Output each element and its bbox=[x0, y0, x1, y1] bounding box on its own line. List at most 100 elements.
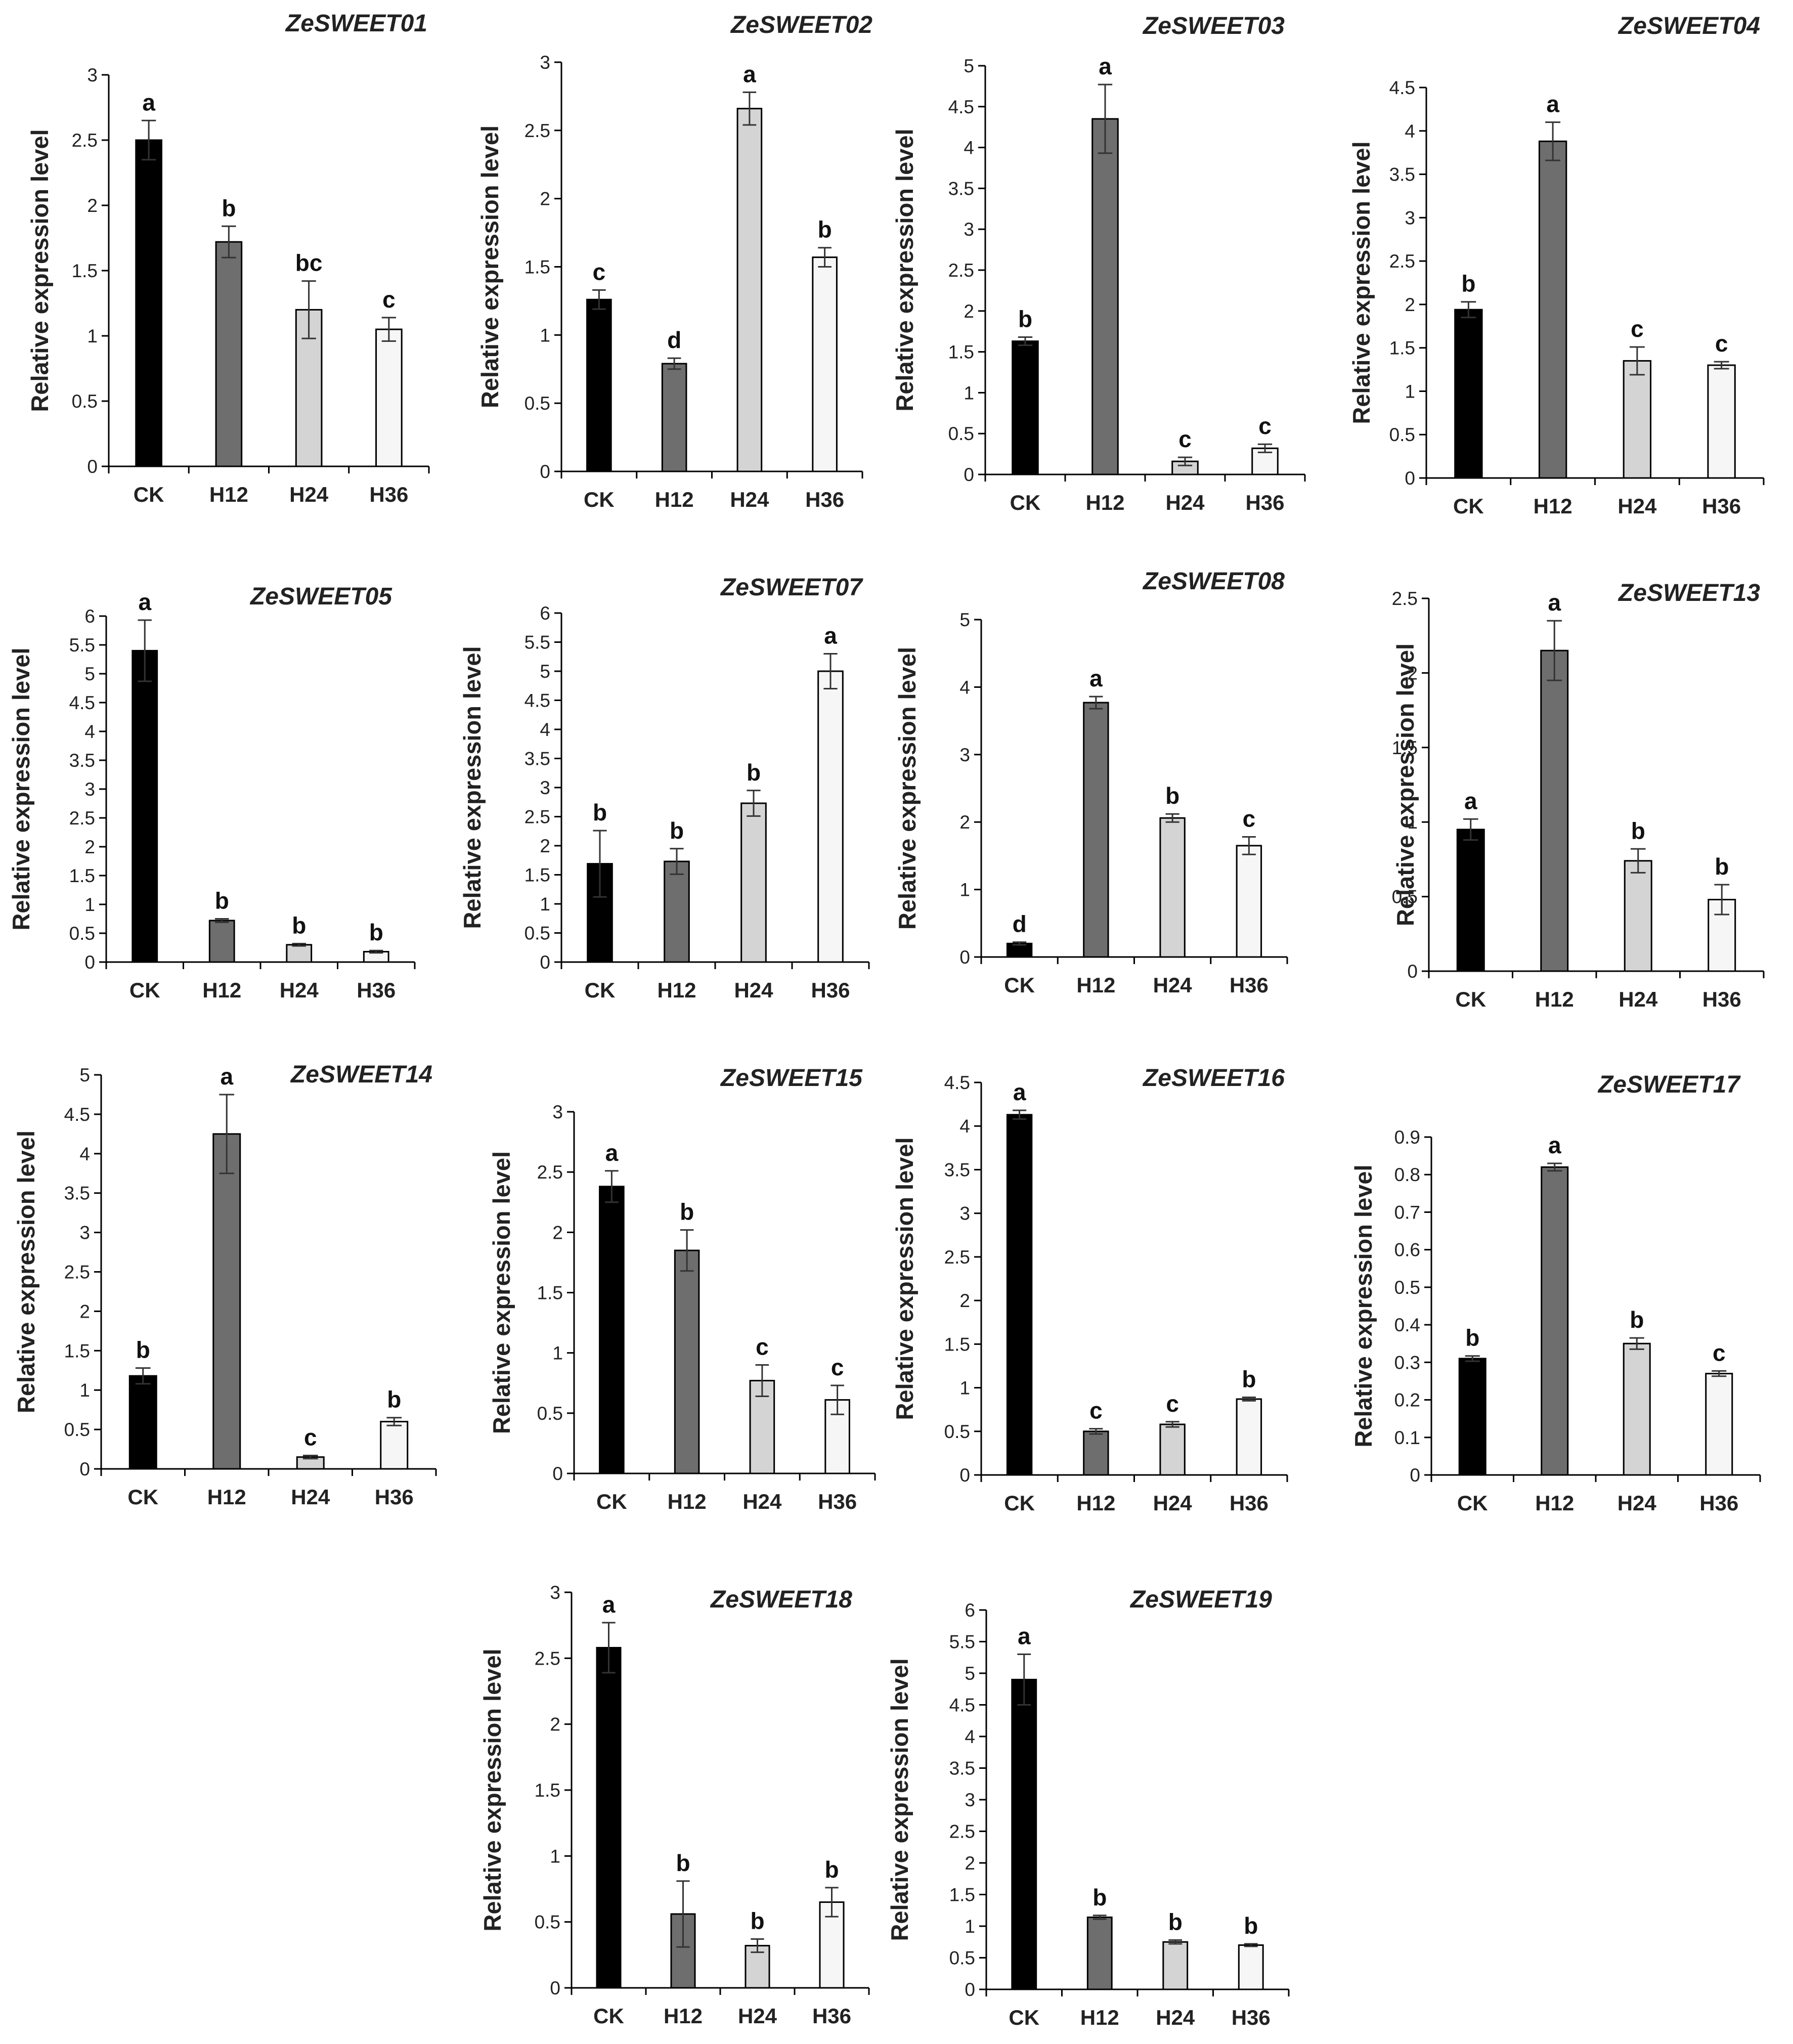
chart-title: ZeSWEET15 bbox=[720, 1065, 863, 1092]
significance-letter: a bbox=[1548, 1132, 1561, 1158]
significance-letter: bc bbox=[295, 250, 323, 276]
significance-letter: c bbox=[1166, 1390, 1179, 1417]
y-tick-label: 2.5 bbox=[1392, 588, 1418, 609]
bar-h12 bbox=[215, 241, 243, 467]
y-tick-label: 0.5 bbox=[1389, 424, 1415, 445]
y-tick-label: 2 bbox=[959, 812, 970, 833]
y-tick-label: 5 bbox=[965, 1663, 975, 1684]
x-tick-label: H36 bbox=[375, 1485, 414, 1509]
significance-letter: b bbox=[1630, 1307, 1644, 1333]
significance-letter: b bbox=[1631, 817, 1645, 844]
significance-letter: a bbox=[1089, 665, 1103, 691]
chart-panel: 0 0.1 0.2 0.3 0.4 0.5 0.6 0.7 0.8 0.9 b CK a H12 b H24 c… bbox=[1350, 1071, 1761, 1515]
y-tick-label: 1 bbox=[964, 382, 974, 403]
y-tick-label: 2.5 bbox=[72, 130, 98, 151]
chart-panel: 0 0.5 1 1.5 2 2.5 3 c CK d H12 a H24 b H36 ZeSWEET02 Rel… bbox=[476, 12, 872, 511]
y-tick-label: 5.5 bbox=[524, 632, 550, 653]
x-tick-label: H24 bbox=[291, 1485, 330, 1509]
bar-h24 bbox=[736, 108, 763, 472]
significance-letter: a bbox=[1013, 1079, 1026, 1105]
y-tick-label: 3.5 bbox=[69, 750, 95, 771]
significance-letter: b bbox=[215, 888, 229, 914]
x-tick-label: CK bbox=[1457, 1491, 1488, 1515]
bar-ck bbox=[1011, 1679, 1037, 1990]
chart-title: ZeSWEET04 bbox=[1617, 13, 1760, 39]
y-tick-label: 0 bbox=[552, 1463, 563, 1484]
x-tick-label: CK bbox=[1004, 973, 1035, 997]
y-tick-label: 4 bbox=[540, 719, 550, 740]
significance-letter: c bbox=[1715, 330, 1728, 357]
x-tick-label: H24 bbox=[1156, 2006, 1195, 2029]
y-tick-label: 0 bbox=[87, 456, 98, 477]
y-tick-label: 5 bbox=[79, 1065, 90, 1085]
y-tick-label: 0 bbox=[550, 1978, 560, 1998]
bar-ck bbox=[135, 139, 162, 467]
chart-panel: 0 0.5 1 1.5 2 2.5 3 3.5 4 4.5 5 b CK a H12 c H24 c H36 ZeSW… bbox=[891, 13, 1306, 514]
y-tick-label: 0.5 bbox=[948, 423, 974, 444]
y-tick-label: 4 bbox=[79, 1144, 90, 1164]
y-tick-label: 5 bbox=[964, 56, 974, 76]
bar-h36 bbox=[817, 670, 844, 963]
y-tick-label: 0.5 bbox=[537, 1403, 563, 1424]
y-tick-label: 3.5 bbox=[524, 749, 550, 769]
x-tick-label: H12 bbox=[664, 2004, 703, 2028]
significance-letter: b bbox=[818, 216, 832, 243]
y-tick-label: 2 bbox=[550, 1714, 560, 1735]
x-tick-label: CK bbox=[593, 2004, 624, 2028]
bar-ck bbox=[132, 649, 158, 963]
significance-letter: b bbox=[136, 1337, 150, 1363]
y-tick-label: 2.5 bbox=[64, 1262, 90, 1283]
x-tick-label: CK bbox=[585, 978, 616, 1002]
significance-letter: b bbox=[1465, 1325, 1479, 1351]
y-tick-label: 1 bbox=[550, 1846, 560, 1866]
y-tick-label: 2.5 bbox=[535, 1648, 560, 1669]
significance-letter: c bbox=[304, 1424, 317, 1451]
x-tick-label: H12 bbox=[202, 978, 241, 1002]
x-tick-label: H24 bbox=[1153, 1491, 1193, 1515]
x-tick-label: H36 bbox=[1230, 973, 1269, 997]
y-tick-label: 3 bbox=[84, 779, 95, 800]
significance-letter: a bbox=[138, 589, 151, 615]
significance-letter: c bbox=[831, 1354, 844, 1380]
significance-letter: c bbox=[1713, 1339, 1726, 1366]
y-tick-label: 1 bbox=[959, 880, 970, 900]
significance-letter: b bbox=[670, 817, 684, 844]
bar-h12 bbox=[1091, 118, 1119, 475]
significance-letter: a bbox=[1099, 53, 1112, 79]
chart-title: ZeSWEET19 bbox=[1129, 1586, 1272, 1613]
chart-panel: 0 0.5 1 1.5 2 2.5 3 3.5 4 4.5 5 5.5 6 b CK b H12 b H24 a H36… bbox=[459, 574, 870, 1002]
y-tick-label: 3 bbox=[959, 745, 970, 765]
bar-h24 bbox=[1623, 360, 1652, 479]
significance-letter: b bbox=[676, 1850, 690, 1876]
bar-h36 bbox=[380, 1421, 409, 1470]
y-tick-label: 6 bbox=[965, 1600, 975, 1621]
bar-h36 bbox=[375, 328, 403, 467]
x-tick-label: H36 bbox=[1702, 494, 1741, 518]
y-tick-label: 5.5 bbox=[949, 1632, 975, 1652]
y-tick-label: 2.5 bbox=[524, 807, 550, 828]
chart-title: ZeSWEET13 bbox=[1617, 580, 1760, 606]
bar-h24 bbox=[1162, 1941, 1189, 1990]
y-tick-label: 0.5 bbox=[949, 1948, 975, 1969]
x-tick-label: H36 bbox=[805, 488, 844, 511]
y-tick-label: 1.5 bbox=[944, 1334, 970, 1355]
y-tick-label: 1 bbox=[87, 326, 98, 346]
x-tick-label: H12 bbox=[1534, 494, 1572, 518]
y-tick-label: 0.5 bbox=[524, 923, 550, 944]
y-tick-label: 1.5 bbox=[948, 342, 974, 363]
y-tick-label: 2.5 bbox=[1389, 251, 1415, 272]
y-tick-label: 3.5 bbox=[1389, 164, 1415, 185]
x-tick-label: H36 bbox=[1702, 987, 1741, 1011]
y-tick-label: 0 bbox=[1405, 468, 1415, 489]
y-tick-label: 0 bbox=[965, 1979, 975, 2000]
x-tick-label: H24 bbox=[738, 2004, 777, 2028]
y-tick-label: 0 bbox=[1410, 1465, 1420, 1486]
x-tick-label: H36 bbox=[369, 483, 408, 506]
significance-letter: b bbox=[1092, 1884, 1107, 1910]
y-tick-label: 1 bbox=[79, 1380, 90, 1401]
y-tick-label: 4.5 bbox=[949, 1695, 975, 1716]
y-tick-label: 0 bbox=[959, 947, 970, 968]
y-tick-label: 2.5 bbox=[537, 1162, 563, 1183]
bar-h12 bbox=[208, 920, 235, 963]
bar-h12 bbox=[1086, 1917, 1113, 1990]
